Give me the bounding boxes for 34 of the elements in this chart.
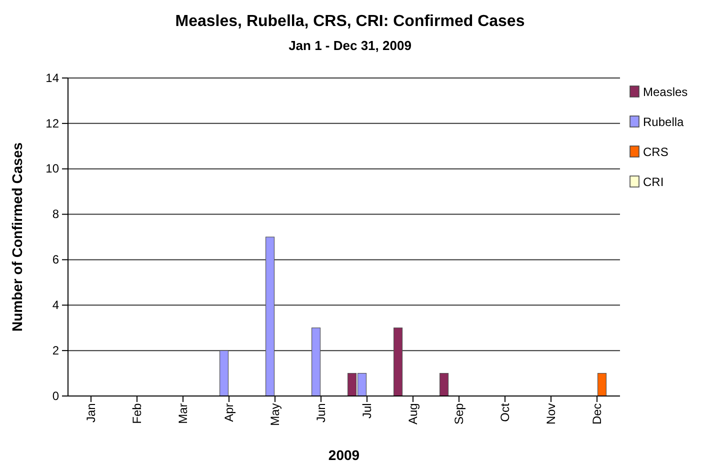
x-tick-label: Aug — [406, 403, 420, 425]
y-axis-title: Number of Confirmed Cases — [9, 142, 25, 332]
y-tick-label: 4 — [52, 298, 60, 312]
y-tick-label: 12 — [46, 116, 60, 130]
x-tick-label: Oct — [498, 402, 512, 422]
x-tick-label: Jun — [314, 403, 328, 423]
chart-subtitle: Jan 1 - Dec 31, 2009 — [288, 38, 412, 53]
x-tick-label: Jan — [84, 403, 98, 423]
legend-label: Rubella — [643, 115, 684, 129]
x-tick-label: Jul — [360, 403, 374, 419]
x-tick-label: Apr — [222, 403, 236, 422]
x-tick-label: Mar — [176, 403, 190, 424]
y-tick-label: 2 — [52, 343, 60, 358]
bar — [597, 372, 607, 396]
x-tick-label: Feb — [130, 402, 144, 424]
chart-title: Measles, Rubella, CRS, CRI: Confirmed Cases — [175, 13, 525, 30]
x-axis-title: 2009 — [328, 447, 360, 463]
bar — [219, 350, 229, 396]
legend-label: CRS — [643, 145, 668, 159]
y-tick-label: 6 — [52, 252, 60, 267]
y-tick-label: 10 — [46, 162, 60, 176]
y-tick-label: 0 — [52, 388, 60, 403]
bar — [393, 328, 403, 396]
x-tick-label: Nov — [544, 403, 558, 425]
y-tick-label: 8 — [52, 207, 60, 222]
bar — [265, 236, 275, 396]
legend-label: CRI — [643, 175, 664, 189]
legend-label: Measles — [643, 85, 688, 99]
y-tick-label: 14 — [46, 70, 60, 85]
bar — [439, 372, 449, 396]
x-tick-label: Dec — [590, 403, 604, 425]
x-tick-label: Sep — [452, 402, 466, 425]
x-tick-label: May — [268, 403, 282, 426]
bar — [311, 328, 321, 396]
